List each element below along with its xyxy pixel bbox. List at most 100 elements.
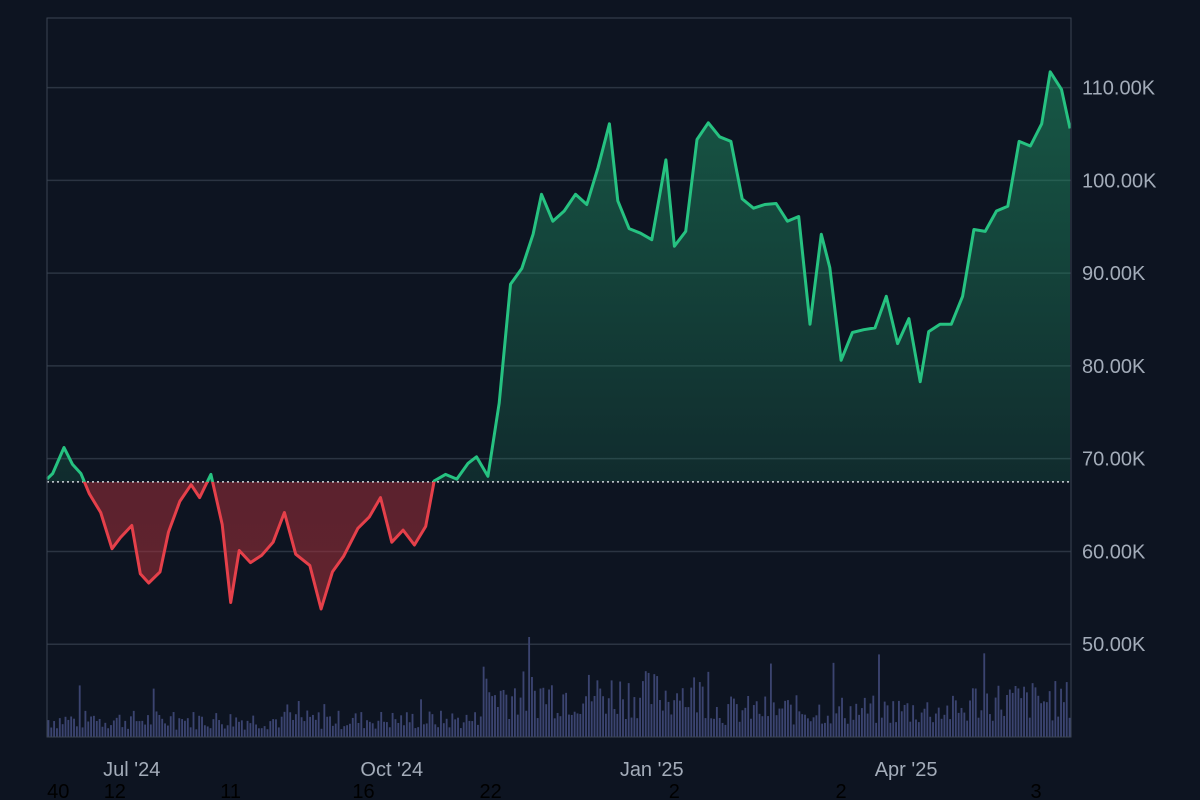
volume-bar xyxy=(687,707,690,737)
volume-bar xyxy=(448,727,451,737)
volume-bar xyxy=(434,724,437,737)
volume-bar xyxy=(713,718,715,737)
volume-bar xyxy=(371,723,374,737)
y-tick-label: 100.00K xyxy=(1082,170,1157,192)
volume-bar xyxy=(585,696,587,737)
volume-bar xyxy=(277,727,280,737)
volume-bar xyxy=(875,722,878,737)
volume-bar xyxy=(855,703,858,737)
volume-bar xyxy=(1003,715,1006,737)
volume-bar xyxy=(84,710,87,737)
volume-bar xyxy=(317,712,320,737)
volume-bar xyxy=(644,671,647,737)
volume-bar xyxy=(56,728,58,737)
volume-bar xyxy=(397,722,400,737)
volume-bar xyxy=(693,677,696,737)
volume-bar xyxy=(451,713,454,737)
volume-bar xyxy=(394,719,397,737)
volume-label: 12 xyxy=(104,781,126,800)
volume-bar xyxy=(212,719,215,737)
volume-bar xyxy=(764,696,767,737)
volume-bar xyxy=(903,704,906,737)
volume-bar xyxy=(474,712,477,737)
volume-bar xyxy=(329,716,331,737)
volume-bar xyxy=(733,698,735,737)
volume-bar xyxy=(1054,681,1057,737)
volume-bar xyxy=(496,706,499,737)
volume-bar xyxy=(1028,717,1031,737)
volume-bar xyxy=(519,697,522,737)
volume-bar xyxy=(468,720,471,737)
volume-bar xyxy=(943,714,946,737)
plot-frame xyxy=(46,17,1072,738)
volume-bar xyxy=(1006,694,1008,737)
volume-bar xyxy=(331,725,334,737)
volume-bar xyxy=(684,707,687,737)
volume-bar xyxy=(240,720,243,737)
volume-bar xyxy=(849,706,852,737)
volume-bar xyxy=(513,688,516,737)
volume-bar xyxy=(223,728,226,737)
volume-bar xyxy=(263,726,266,737)
volume-bar xyxy=(257,728,260,737)
volume-bar xyxy=(761,716,764,737)
volume-bar xyxy=(232,726,235,737)
volume-bar xyxy=(568,714,570,737)
volume-bar xyxy=(932,722,934,737)
volume-bar xyxy=(209,728,212,737)
volume-bar xyxy=(633,697,636,737)
volume-bar xyxy=(735,704,738,737)
volume-bar xyxy=(243,729,246,737)
volume-bar xyxy=(897,700,900,737)
volume-bar xyxy=(815,715,818,737)
volume-bar xyxy=(909,721,912,737)
volume-bar xyxy=(997,685,1000,737)
volume-bar xyxy=(1060,688,1062,737)
volume-bar xyxy=(95,720,98,737)
x-tick-label: Apr '25 xyxy=(875,759,938,781)
volume-bar xyxy=(701,686,704,737)
volume-bar xyxy=(81,727,84,737)
volume-bar xyxy=(781,708,784,737)
volume-bar xyxy=(189,727,192,737)
volume-bar xyxy=(64,716,67,737)
y-tick-label: 80.00K xyxy=(1082,356,1146,378)
volume-bar xyxy=(619,681,622,737)
volume-bar xyxy=(915,719,917,737)
volume-bar xyxy=(112,720,115,737)
volume-bar xyxy=(75,726,78,737)
volume-bar xyxy=(1020,698,1023,737)
volume-bar xyxy=(58,718,61,737)
volume-bar xyxy=(388,727,391,737)
volume-bar xyxy=(462,722,465,737)
volume-bar xyxy=(1043,701,1045,737)
volume-bar xyxy=(969,700,971,737)
volume-bar xyxy=(738,721,741,737)
volume-bar xyxy=(206,726,209,737)
volume-label: 22 xyxy=(480,781,502,800)
volume-bar xyxy=(639,697,641,737)
volume-bar xyxy=(354,713,357,737)
volume-bar xyxy=(235,717,238,737)
volume-bar xyxy=(184,720,186,737)
volume-bar xyxy=(380,711,383,737)
volume-bar xyxy=(917,722,920,737)
volume-bar xyxy=(47,720,50,737)
volume-bar xyxy=(1011,692,1014,737)
volume-bar xyxy=(516,714,519,737)
volume-bar xyxy=(832,662,835,737)
volume-bar xyxy=(175,729,178,737)
volume-bar xyxy=(115,717,118,737)
volume-bar xyxy=(906,703,909,737)
volume-bar xyxy=(326,716,329,737)
price-line-up xyxy=(45,70,1072,482)
volume-bar xyxy=(275,719,277,737)
volume-bar xyxy=(710,718,713,737)
volume-bar xyxy=(957,712,960,737)
volume-label: 3 xyxy=(1031,781,1042,800)
volume-bar xyxy=(300,717,303,737)
x-tick-label: Jan '25 xyxy=(620,759,684,781)
volume-bar xyxy=(149,724,152,737)
volume-bar xyxy=(545,704,548,737)
volume-bar xyxy=(744,707,747,737)
